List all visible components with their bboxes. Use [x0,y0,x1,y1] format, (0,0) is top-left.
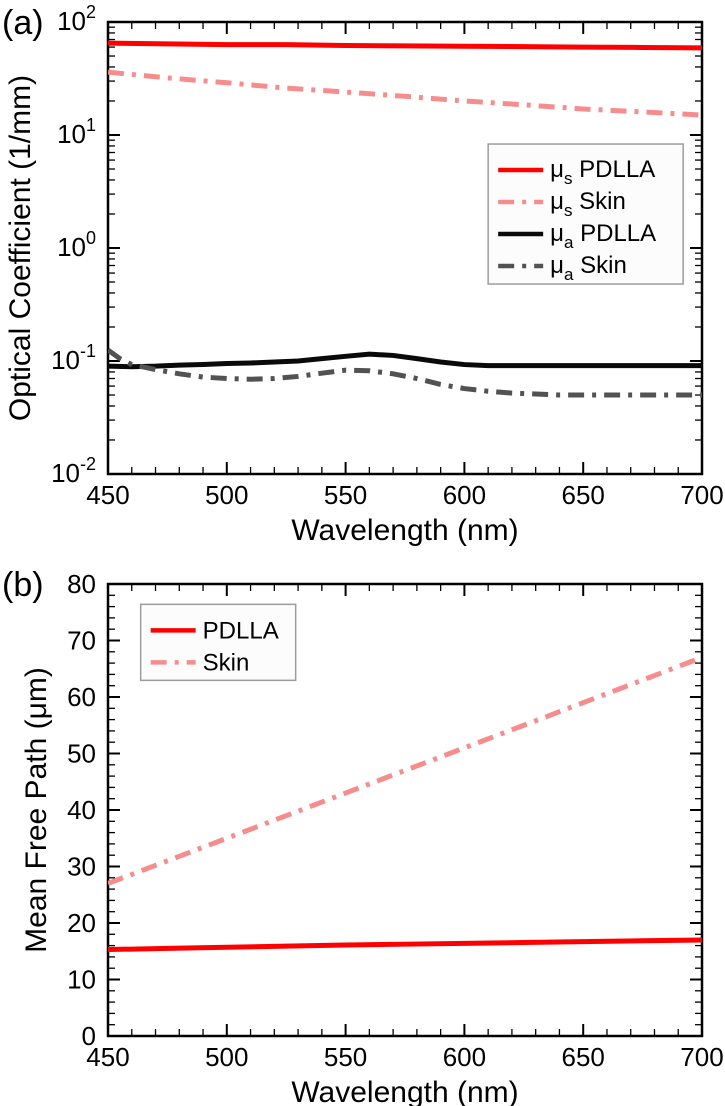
svg-text:80: 80 [67,569,96,599]
svg-text:Mean Free Path (μm): Mean Free Path (μm) [20,667,53,953]
svg-text:500: 500 [205,1042,248,1072]
svg-text:550: 550 [324,480,367,510]
svg-text:60: 60 [67,682,96,712]
svg-text:Wavelength (nm): Wavelength (nm) [291,514,518,547]
svg-text:600: 600 [443,1042,486,1072]
svg-text:700: 700 [680,1042,723,1072]
svg-text:500: 500 [205,480,248,510]
svg-text:50: 50 [67,739,96,769]
svg-text:Optical Coefficient (1/mm): Optical Coefficient (1/mm) [4,75,37,421]
figure-container: (a) (b) 45050055060065070010-210-1100101… [0,0,725,1106]
svg-text:PDLLA: PDLLA [203,617,279,644]
svg-text:650: 650 [562,480,605,510]
panel-b-chart: 45050055060065070001020304050607080Wavel… [0,560,725,1106]
svg-text:101: 101 [57,115,96,149]
svg-text:700: 700 [680,480,723,510]
svg-text:Wavelength (nm): Wavelength (nm) [291,1076,518,1106]
svg-text:100: 100 [57,228,96,262]
svg-text:10: 10 [67,965,96,995]
svg-text:40: 40 [67,795,96,825]
svg-text:70: 70 [67,626,96,656]
svg-text:Skin: Skin [203,649,250,676]
svg-text:650: 650 [562,1042,605,1072]
svg-text:550: 550 [324,1042,367,1072]
svg-text:10-1: 10-1 [51,341,96,375]
svg-text:600: 600 [443,480,486,510]
svg-text:450: 450 [86,480,129,510]
svg-text:20: 20 [67,908,96,938]
svg-text:30: 30 [67,852,96,882]
svg-text:102: 102 [57,2,96,36]
panel-a-chart: 45050055060065070010-210-1100101102Wavel… [0,0,725,560]
svg-text:0: 0 [82,1021,96,1051]
